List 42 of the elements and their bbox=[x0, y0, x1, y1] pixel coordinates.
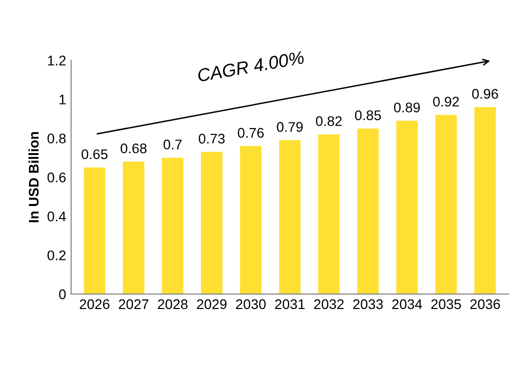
x-tick-label: 2032 bbox=[314, 299, 344, 310]
y-tick-label: 0.4 bbox=[48, 211, 66, 222]
data-label: 0.89 bbox=[394, 102, 420, 112]
x-tick-label: 2030 bbox=[236, 299, 266, 310]
bar bbox=[162, 158, 184, 294]
bar bbox=[396, 120, 418, 294]
bar bbox=[318, 134, 340, 294]
x-tick-label: 2028 bbox=[158, 299, 188, 310]
y-tick-label: 1 bbox=[60, 94, 66, 104]
y-tick-label: 0.2 bbox=[48, 250, 66, 260]
data-label: 0.68 bbox=[120, 143, 147, 154]
data-label: 0.79 bbox=[276, 122, 303, 132]
x-tick-label: 2026 bbox=[80, 299, 110, 310]
data-label: 0.96 bbox=[472, 88, 498, 99]
x-tick-label: 2035 bbox=[431, 299, 461, 310]
x-tick-label: 2031 bbox=[275, 299, 305, 310]
y-tick-label: 0 bbox=[59, 289, 66, 300]
y-axis-title: In USD Billion bbox=[28, 132, 39, 222]
bar bbox=[122, 162, 144, 294]
data-label: 0.85 bbox=[354, 110, 381, 120]
x-tick-label: 2033 bbox=[353, 299, 383, 310]
data-label: 0.76 bbox=[238, 128, 264, 138]
bar bbox=[84, 167, 106, 294]
bar bbox=[474, 107, 496, 294]
bar bbox=[240, 146, 262, 294]
annotation: CAGR 4.00% bbox=[197, 50, 304, 82]
data-label: 0.82 bbox=[316, 116, 342, 126]
x-tick-label: 2027 bbox=[118, 299, 148, 310]
data-label: 0.65 bbox=[82, 149, 108, 160]
bar bbox=[435, 114, 457, 294]
bar bbox=[279, 140, 301, 294]
data-label: 0.73 bbox=[198, 134, 225, 144]
x-tick-label: 2029 bbox=[196, 299, 227, 310]
y-tick-label: 0.8 bbox=[48, 134, 66, 144]
y-tick-label: 0.6 bbox=[48, 172, 66, 182]
x-tick-label: 2034 bbox=[392, 299, 422, 310]
bar bbox=[201, 152, 222, 294]
data-label: 0.7 bbox=[164, 140, 182, 150]
bar bbox=[357, 128, 379, 294]
x-tick-label: 2036 bbox=[470, 299, 500, 310]
data-label: 0.92 bbox=[433, 96, 459, 107]
y-tick-label: 1.2 bbox=[48, 56, 66, 66]
